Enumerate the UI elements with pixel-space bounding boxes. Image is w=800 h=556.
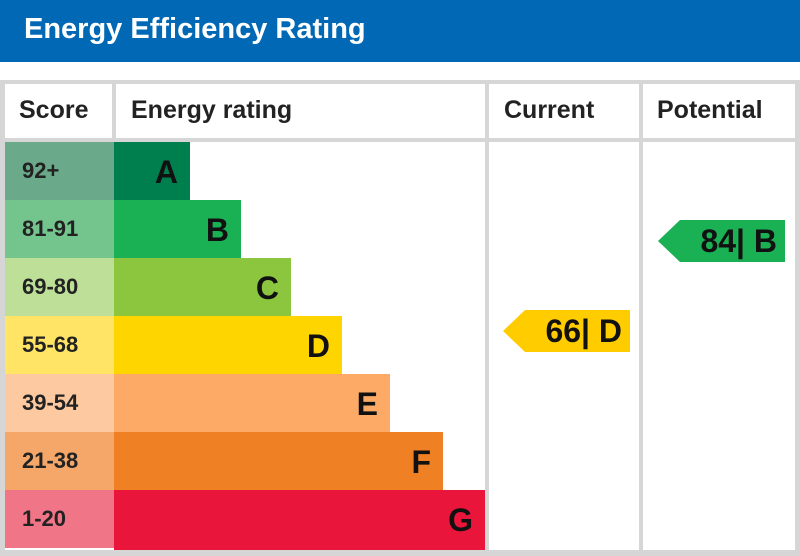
rating-bar-d: D: [114, 316, 342, 374]
current-rating-label: 66| D: [545, 313, 622, 349]
potential-arrow-shape: [658, 220, 785, 262]
header-current: Current: [504, 96, 595, 124]
score-range-e: 39-54: [5, 374, 114, 432]
potential-rating-arrow: 84| B: [658, 220, 785, 262]
header-potential: Potential: [657, 96, 763, 124]
potential-rating-label: 84| B: [700, 223, 777, 259]
rating-bar-b: B: [114, 200, 241, 258]
rating-bar-e: E: [114, 374, 390, 432]
rating-bar-f: F: [114, 432, 443, 490]
chart-title: Energy Efficiency Rating: [24, 13, 366, 45]
rating-bar-g: G: [114, 490, 485, 550]
score-range-d: 55-68: [5, 316, 114, 374]
header-score-cell: [5, 84, 112, 138]
potential-column: [643, 142, 795, 550]
score-range-c: 69-80: [5, 258, 114, 316]
rating-bar-a: A: [114, 142, 190, 200]
score-range-f: 21-38: [5, 432, 114, 490]
header-potential-cell: [643, 84, 795, 138]
score-range-a: 92+: [5, 142, 114, 200]
rating-bar-c: C: [114, 258, 291, 316]
header-energy-rating: Energy rating: [131, 96, 293, 124]
current-arrow-shape: [503, 310, 630, 352]
title-bar: Energy Efficiency Rating: [0, 0, 800, 62]
score-range-b: 81-91: [5, 200, 114, 258]
header-score: Score: [19, 96, 89, 124]
current-rating-arrow: 66| D: [503, 310, 630, 352]
header-current-cell: [489, 84, 639, 138]
score-range-g: 1-20: [5, 490, 114, 548]
header-rating-cell: [116, 84, 485, 138]
